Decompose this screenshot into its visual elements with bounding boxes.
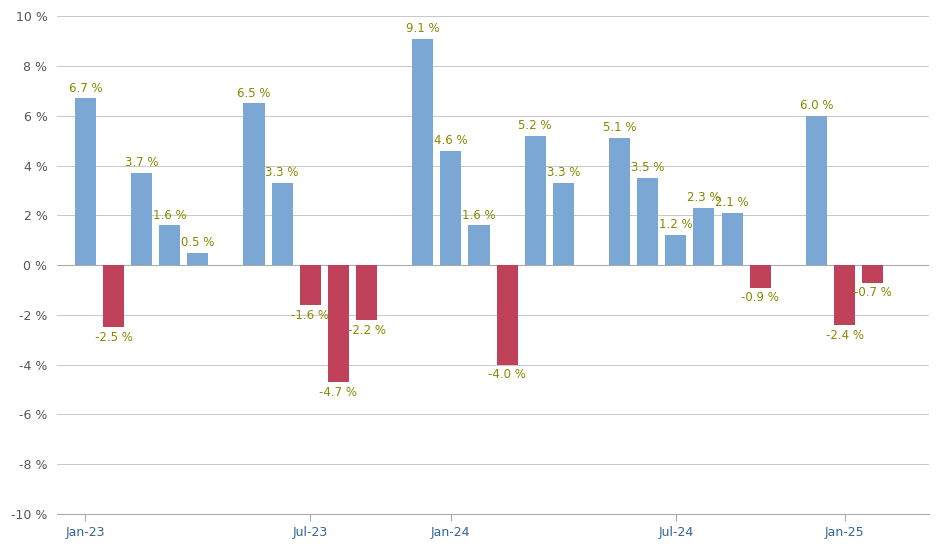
Bar xyxy=(609,138,630,265)
Bar xyxy=(131,173,152,265)
Text: 3.3 %: 3.3 % xyxy=(547,166,580,179)
Text: 6.7 %: 6.7 % xyxy=(69,81,102,95)
Bar xyxy=(694,208,714,265)
Text: 9.1 %: 9.1 % xyxy=(406,22,440,35)
Bar xyxy=(272,183,292,265)
Text: 6.5 %: 6.5 % xyxy=(237,86,271,100)
Text: -2.4 %: -2.4 % xyxy=(825,328,864,342)
Text: 6.0 %: 6.0 % xyxy=(800,99,833,112)
Text: 3.7 %: 3.7 % xyxy=(125,156,158,169)
Text: -2.2 %: -2.2 % xyxy=(348,323,385,337)
Bar xyxy=(862,265,884,283)
Bar xyxy=(722,213,743,265)
Bar xyxy=(243,103,264,265)
Bar xyxy=(666,235,686,265)
Bar xyxy=(637,178,658,265)
Bar xyxy=(300,265,321,305)
Bar xyxy=(834,265,855,325)
Bar xyxy=(525,136,546,265)
Text: -1.6 %: -1.6 % xyxy=(291,309,329,322)
Text: -4.7 %: -4.7 % xyxy=(320,386,357,399)
Bar xyxy=(468,226,490,265)
Bar xyxy=(413,39,433,265)
Text: -0.7 %: -0.7 % xyxy=(854,286,891,299)
Bar xyxy=(159,226,180,265)
Text: 0.5 %: 0.5 % xyxy=(181,236,214,249)
Bar xyxy=(440,151,462,265)
Text: 2.1 %: 2.1 % xyxy=(715,196,749,209)
Text: 1.2 %: 1.2 % xyxy=(659,218,693,232)
Text: -2.5 %: -2.5 % xyxy=(95,331,133,344)
Text: -4.0 %: -4.0 % xyxy=(488,368,526,382)
Text: 1.6 %: 1.6 % xyxy=(153,208,186,222)
Bar xyxy=(187,252,209,265)
Bar xyxy=(75,98,96,265)
Bar xyxy=(102,265,124,327)
Text: 3.5 %: 3.5 % xyxy=(631,161,665,174)
Text: 1.6 %: 1.6 % xyxy=(462,208,495,222)
Text: 3.3 %: 3.3 % xyxy=(265,166,299,179)
Bar xyxy=(749,265,771,288)
Text: -0.9 %: -0.9 % xyxy=(742,292,779,304)
Bar xyxy=(328,265,349,382)
Bar xyxy=(496,265,518,365)
Text: 5.1 %: 5.1 % xyxy=(603,122,636,134)
Text: 5.2 %: 5.2 % xyxy=(519,119,552,132)
Text: 2.3 %: 2.3 % xyxy=(687,191,721,204)
Text: 4.6 %: 4.6 % xyxy=(434,134,468,147)
Bar xyxy=(356,265,377,320)
Bar xyxy=(806,116,827,265)
Bar xyxy=(553,183,574,265)
